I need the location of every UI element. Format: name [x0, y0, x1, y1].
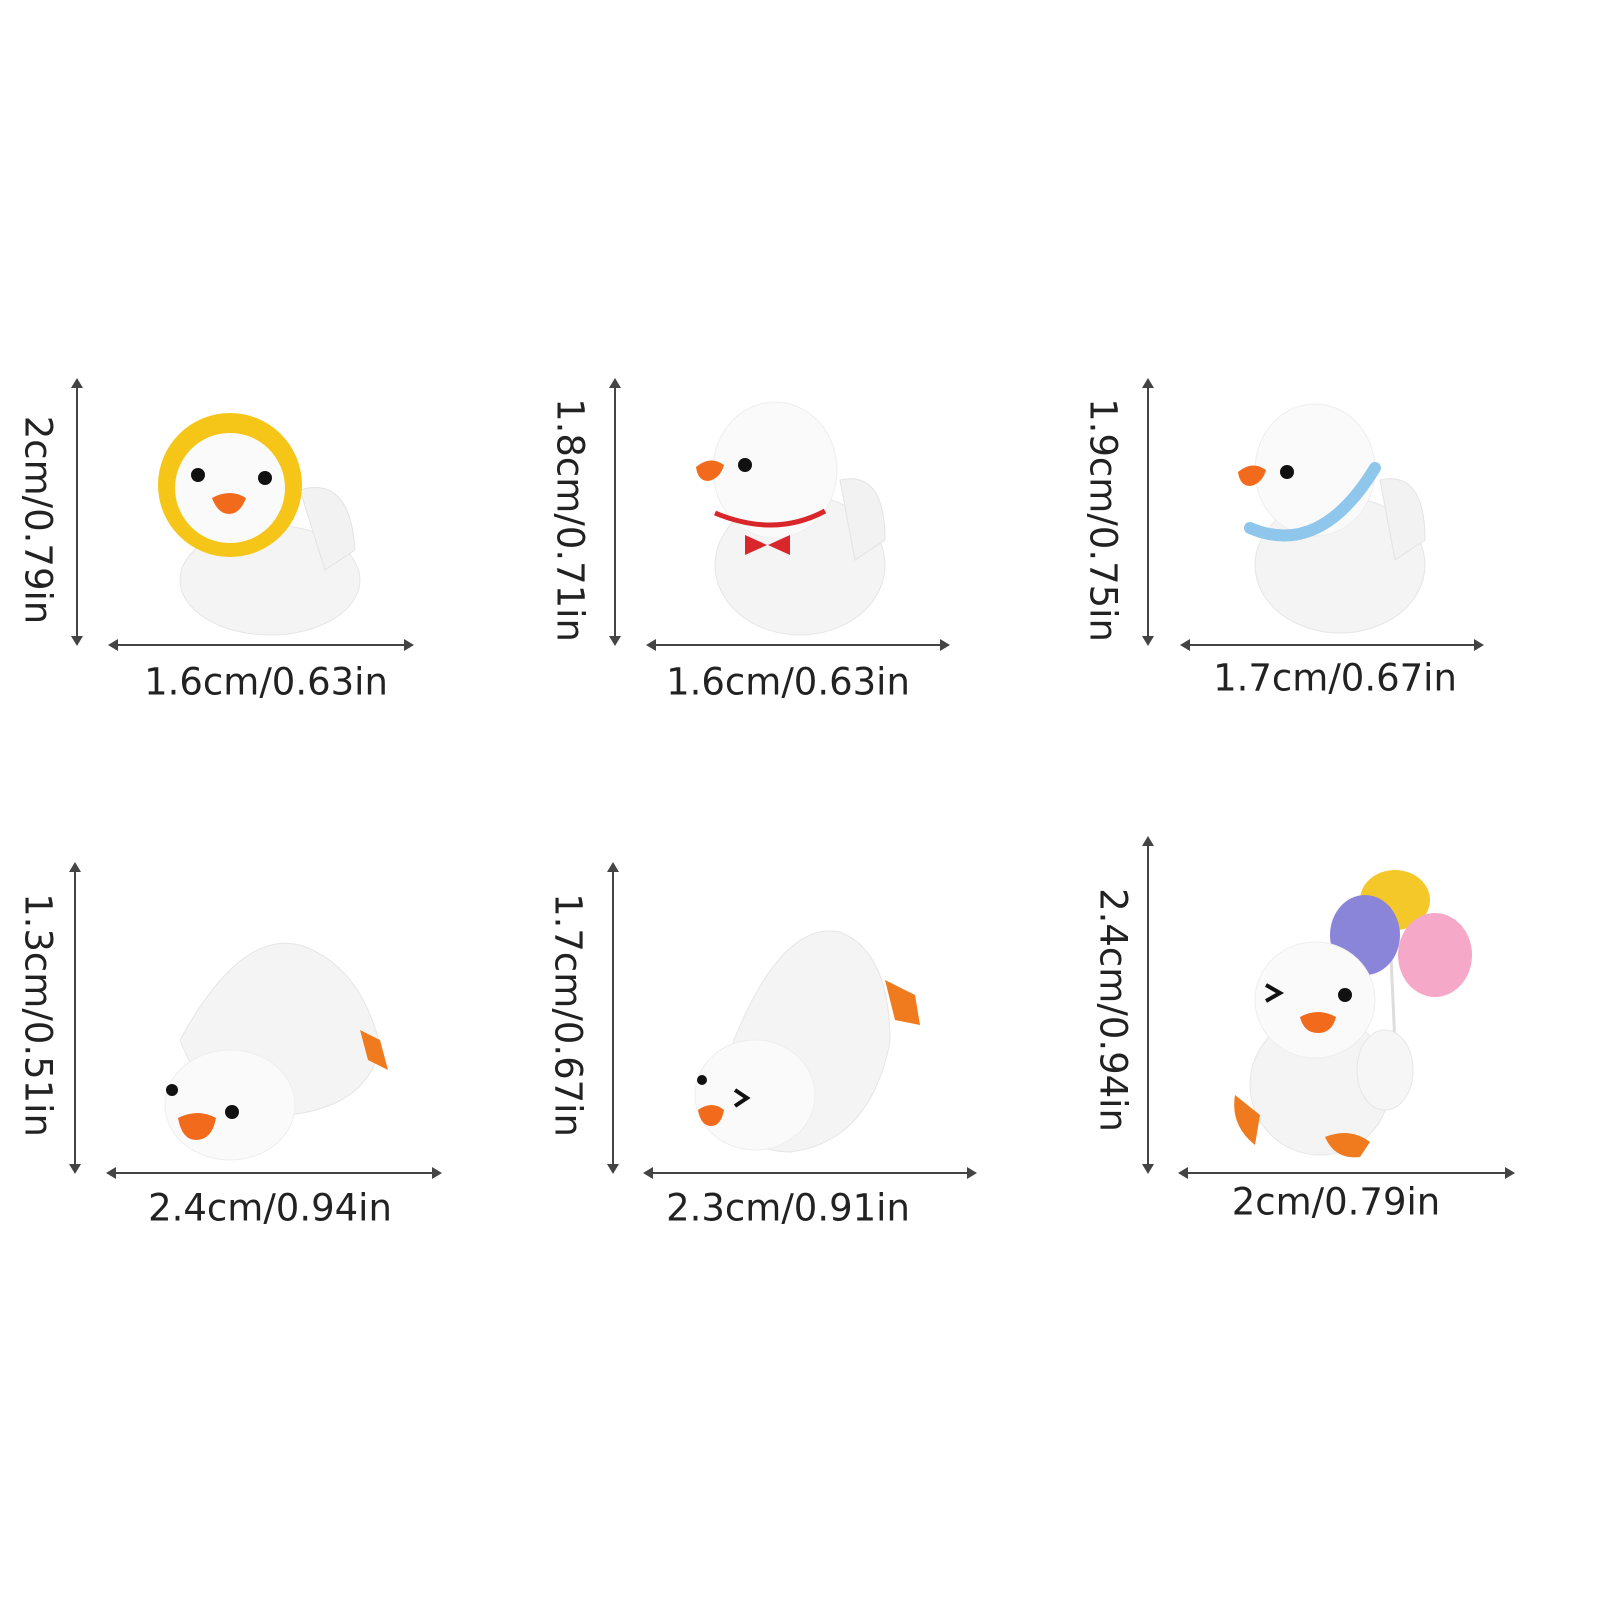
height-label: 1.3cm/0.51in	[16, 893, 60, 1137]
width-label: 1.6cm/0.63in	[144, 660, 388, 704]
height-arrow	[1142, 836, 1154, 1174]
width-arrow	[643, 1167, 977, 1179]
collar-duck-figurine	[1238, 403, 1426, 634]
width-label: 2.3cm/0.91in	[666, 1186, 910, 1230]
lying-duck-figurine	[164, 942, 388, 1161]
width-label: 1.7cm/0.67in	[1213, 656, 1457, 700]
height-arrow	[1142, 378, 1154, 646]
height-arrow	[607, 862, 619, 1174]
pink-balloon	[1398, 913, 1472, 997]
width-arrow	[106, 1167, 442, 1179]
height-label: 2cm/0.79in	[16, 415, 60, 625]
sliding-duck-figurine	[694, 930, 920, 1153]
width-arrow	[1178, 1167, 1515, 1179]
bowtie-duck-figurine	[696, 401, 886, 636]
width-arrow	[1180, 639, 1484, 651]
height-arrow	[609, 378, 621, 646]
height-label: 1.8cm/0.71in	[548, 398, 592, 642]
width-label: 2cm/0.79in	[1231, 1180, 1441, 1224]
height-label: 1.7cm/0.67in	[546, 893, 590, 1137]
width-arrow	[108, 639, 414, 651]
width-label: 2.4cm/0.94in	[148, 1186, 392, 1230]
height-arrow	[71, 378, 83, 646]
height-arrow	[69, 862, 81, 1174]
balloon-duck-figurine	[1234, 870, 1472, 1158]
width-label: 1.6cm/0.63in	[666, 660, 910, 704]
height-label: 2.4cm/0.94in	[1091, 888, 1135, 1132]
height-label: 1.9cm/0.75in	[1081, 398, 1125, 642]
lion-duck-figurine	[158, 413, 361, 636]
width-arrow	[646, 639, 950, 651]
